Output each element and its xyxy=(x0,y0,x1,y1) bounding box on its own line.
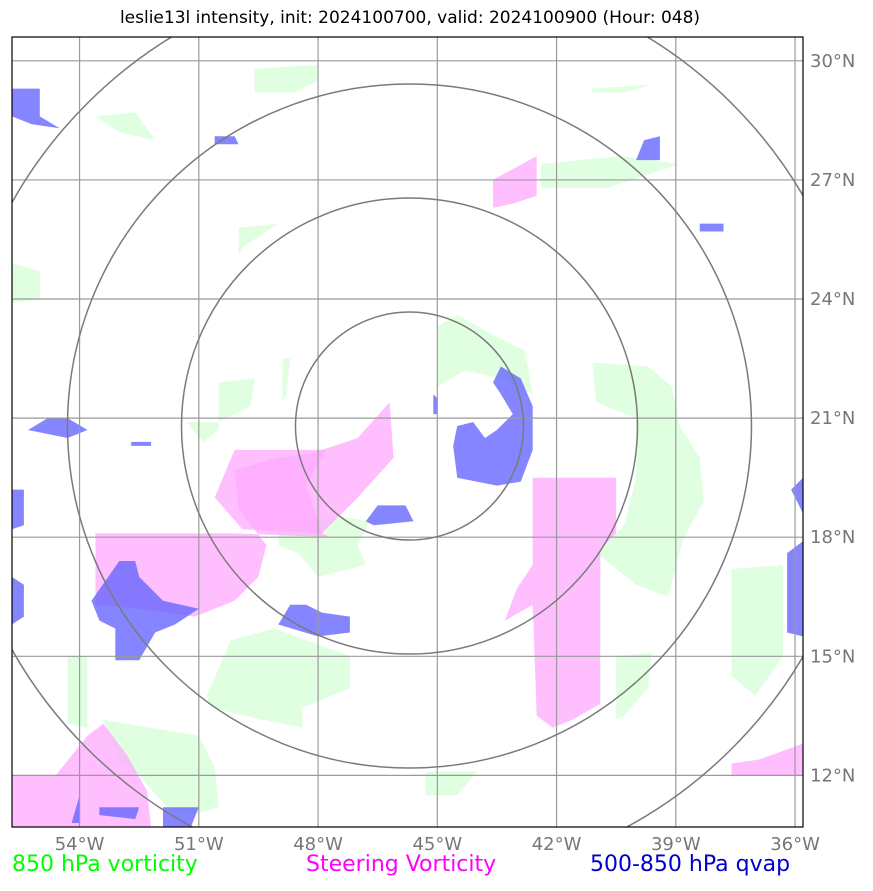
field-0-area-1 xyxy=(592,84,652,93)
field-2-area-1 xyxy=(433,394,438,415)
field-2-area-8 xyxy=(636,136,660,161)
field-0-area-4 xyxy=(238,223,279,256)
legend-850-vorticity: 850 hPa vorticity xyxy=(12,852,198,877)
field-1-area-2 xyxy=(504,477,617,728)
lon-tick-label: 39°W xyxy=(651,834,701,855)
field-0-area-2 xyxy=(95,112,156,141)
field-0-area-15 xyxy=(103,719,219,816)
lon-tick-label: 42°W xyxy=(532,834,582,855)
field-2-area-9 xyxy=(699,223,724,232)
field-2-area-15 xyxy=(71,795,80,823)
field-2-area-4 xyxy=(278,604,350,637)
field-0-area-3 xyxy=(540,156,680,188)
field-2-area-14 xyxy=(791,477,803,514)
axis-ticks: 54°W 51°W 48°W 45°W 42°W 39°W 36°W 12°N 15°N 18°N… xyxy=(55,51,856,855)
lat-tick-label: 12°N xyxy=(810,765,855,786)
range-ring xyxy=(294,311,525,541)
field-0-area-9 xyxy=(282,358,291,403)
lat-tick-label: 15°N xyxy=(810,646,855,667)
legend-qvap: 500-850 hPa qvap xyxy=(590,852,791,877)
field-2-area-3 xyxy=(91,561,199,661)
field-2-area-5 xyxy=(27,418,88,438)
legend-steering-vorticity: Steering Vorticity xyxy=(306,852,497,877)
map-title: leslie13l intensity, init: 2024100700, v… xyxy=(119,8,701,28)
field-2-area-7 xyxy=(214,136,239,145)
field-0-area-16 xyxy=(425,771,478,796)
lon-tick-label: 51°W xyxy=(174,834,224,855)
lon-tick-label: 54°W xyxy=(55,834,105,855)
map-frame xyxy=(11,36,804,828)
field-0-area-0 xyxy=(254,64,319,93)
field-2-area-12 xyxy=(12,576,24,625)
lat-tick-label: 18°N xyxy=(810,527,855,548)
lon-tick-label: 36°W xyxy=(770,834,820,855)
range-ring xyxy=(66,83,753,769)
field-1-area-1 xyxy=(214,449,326,534)
field-0-area-13 xyxy=(616,652,652,720)
gridlines xyxy=(12,37,803,827)
field-2-area-17 xyxy=(163,807,199,827)
lon-tick-label: 48°W xyxy=(293,834,343,855)
lat-tick-label: 30°N xyxy=(810,51,855,72)
field-0-area-11 xyxy=(206,628,350,728)
field-2-area-6 xyxy=(12,88,60,129)
field-2-area-2 xyxy=(365,505,414,526)
lat-tick-label: 24°N xyxy=(810,289,855,310)
field-0-area-5 xyxy=(12,263,40,303)
field-0-area-8 xyxy=(186,378,255,442)
field-2-area-10 xyxy=(131,441,152,446)
range-ring xyxy=(180,197,639,655)
lat-tick-label: 21°N xyxy=(810,408,855,429)
field-2-area-16 xyxy=(99,807,140,820)
field-2-area-11 xyxy=(12,489,24,530)
field-1-area-4 xyxy=(731,743,803,776)
contour-fields xyxy=(12,64,803,827)
field-0-area-12 xyxy=(731,565,784,696)
lat-tick-label: 27°N xyxy=(810,170,855,191)
lon-tick-label: 45°W xyxy=(412,834,462,855)
field-2-area-0 xyxy=(453,366,533,486)
field-0-area-14 xyxy=(67,656,88,728)
field-1-area-3 xyxy=(493,156,537,208)
